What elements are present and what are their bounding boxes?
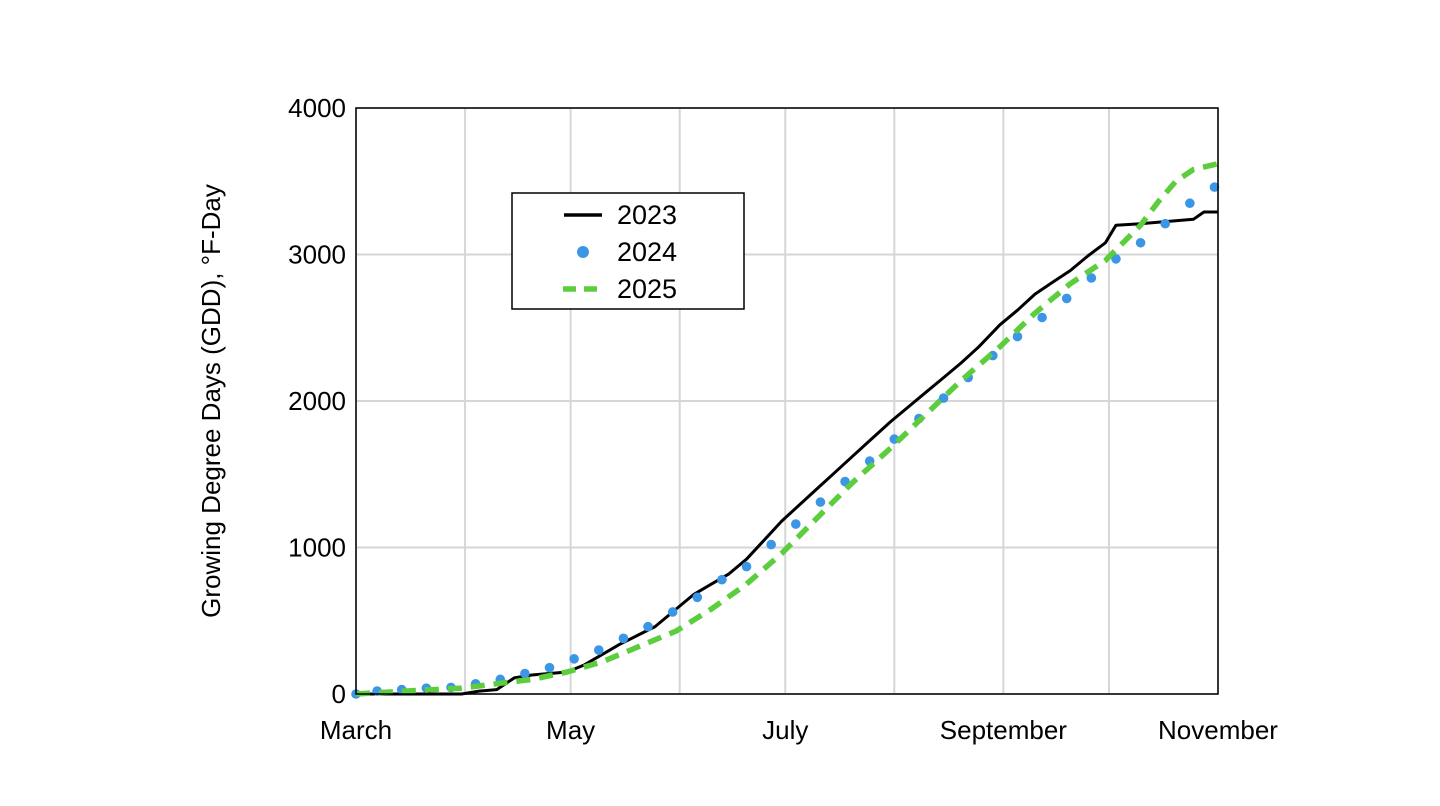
- point-2024: [667, 607, 678, 617]
- legend: 2023 2024 2025: [511, 192, 745, 310]
- point-2024: [618, 633, 629, 644]
- x-tick-label: September: [940, 715, 1068, 745]
- point-2024: [1012, 331, 1023, 342]
- plot-frame: [355, 107, 1219, 695]
- x-tick-label: May: [546, 715, 595, 745]
- point-2024: [1086, 273, 1097, 283]
- x-tick-label: July: [762, 715, 808, 745]
- x-tick-label: March: [320, 715, 392, 745]
- point-2024: [1160, 218, 1171, 229]
- point-2024: [938, 393, 949, 403]
- point-2024: [815, 497, 826, 507]
- grid-lines: [355, 107, 1219, 695]
- x-axis: March May July September November: [320, 715, 1278, 745]
- series-2023: [356, 210, 1218, 696]
- y-tick-label: 1000: [288, 533, 346, 563]
- y-tick-label: 2000: [288, 386, 346, 416]
- legend-marker-2024: [577, 246, 589, 258]
- legend-label-2024: 2024: [617, 237, 677, 267]
- point-2024: [593, 645, 604, 655]
- legend-label-2023: 2023: [617, 200, 677, 230]
- y-tick-label: 3000: [288, 240, 346, 270]
- y-tick-label: 0: [332, 679, 346, 709]
- line-2023: [356, 210, 1218, 696]
- legend-box: [511, 192, 745, 310]
- line-2025: [355, 161, 1219, 697]
- point-2024: [1037, 312, 1047, 323]
- series-2025: [355, 161, 1219, 697]
- point-2024: [766, 539, 776, 550]
- series-layer: [351, 161, 1220, 699]
- point-2024: [1209, 182, 1220, 192]
- y-axis-title: Growing Degree Days (GDD), °F-Day: [196, 184, 226, 618]
- y-tick-label: 4000: [288, 93, 346, 123]
- point-2024: [1185, 198, 1195, 209]
- point-2024: [544, 662, 555, 673]
- point-2024: [1135, 237, 1146, 248]
- point-2024: [1061, 293, 1072, 304]
- point-2024: [520, 668, 530, 679]
- point-2024: [692, 592, 703, 603]
- x-tick-label: November: [1158, 715, 1278, 745]
- y-axis: 0 1000 2000 3000 4000: [288, 93, 346, 709]
- point-2024: [717, 574, 727, 585]
- point-2024: [643, 621, 653, 632]
- legend-label-2025: 2025: [617, 274, 677, 304]
- point-2024: [741, 561, 752, 572]
- point-2024: [569, 654, 579, 664]
- point-2024: [790, 519, 801, 529]
- point-2024: [1111, 254, 1121, 264]
